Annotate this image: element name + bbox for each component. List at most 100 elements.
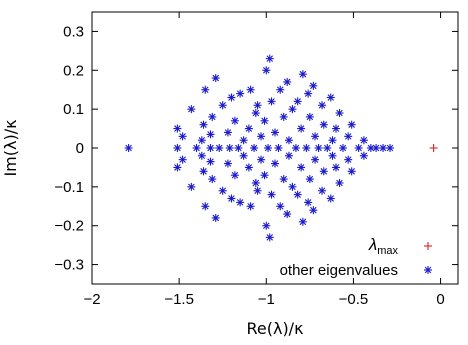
eigenvalue-point xyxy=(173,163,182,172)
legend-label-lambda-max: λmax xyxy=(368,235,399,257)
y-tick-label: −0.1 xyxy=(54,179,84,196)
eigenvalue-point xyxy=(319,167,328,176)
eigenvalue-point xyxy=(236,89,245,98)
eigenvalue-point xyxy=(276,85,285,94)
eigenvalue-point xyxy=(293,97,302,106)
eigenvalue-point xyxy=(271,128,279,137)
eigenvalue-point xyxy=(318,101,327,110)
eigenvalue-point xyxy=(279,112,288,121)
eigenvalue-point xyxy=(211,213,220,222)
eigenvalue-point xyxy=(208,112,217,121)
eigenvalue-point xyxy=(178,132,187,141)
legend-label-other-eigenvalues: other eigenvalues xyxy=(280,262,398,279)
eigenvalue-point xyxy=(199,167,208,176)
eigenvalue-point xyxy=(283,77,292,86)
eigenvalue-point xyxy=(197,151,206,160)
eigenvalue-point xyxy=(386,144,395,152)
eigenvalue-point xyxy=(326,93,335,102)
y-tick-label: −0.2 xyxy=(54,218,84,235)
eigenvalue-point xyxy=(276,202,285,211)
eigenvalue-point xyxy=(271,159,279,168)
eigenvalue-point xyxy=(201,85,210,94)
eigenvalue-point xyxy=(311,132,320,141)
eigenvalue-point xyxy=(335,178,344,187)
eigenvalue-point xyxy=(265,233,274,242)
eigenvalue-point xyxy=(338,144,347,152)
eigenvalue-point xyxy=(251,178,260,187)
eigenvalue-point xyxy=(246,85,255,94)
eigenvalue-point xyxy=(178,155,187,164)
y-tick-label: 0.1 xyxy=(63,101,84,118)
eigenvalue-point xyxy=(326,194,335,203)
x-tick-label: 0 xyxy=(436,291,444,308)
eigenvalue-point xyxy=(314,144,323,152)
eigenvalue-point xyxy=(227,93,236,102)
eigenvalue-point xyxy=(267,190,276,199)
eigenvalue-point xyxy=(309,81,318,90)
eigenvalue-point xyxy=(244,163,253,172)
eigenvalue-point xyxy=(298,70,307,79)
legend-marker-lambda-max xyxy=(424,242,432,250)
eigenvalue-point xyxy=(199,120,208,129)
eigenvalue-point xyxy=(218,101,227,110)
y-tick-label: −0.3 xyxy=(54,257,84,274)
eigenvalue-point xyxy=(304,198,313,207)
y-tick-label: 0 xyxy=(76,140,84,157)
legend-plus-marker xyxy=(424,242,432,250)
eigenvalue-point xyxy=(328,136,337,145)
eigenvalue-point xyxy=(288,182,297,191)
x-tick-label: −1.5 xyxy=(164,291,194,308)
eigenvalue-point xyxy=(335,109,344,118)
eigenvalue-point xyxy=(283,210,292,219)
eigenvalue-point xyxy=(323,144,332,152)
y-axis-label: Im(λ)/κ xyxy=(1,119,20,177)
eigenvalue-point xyxy=(359,136,368,145)
eigenvalue-point xyxy=(284,151,293,160)
eigenvalue-point xyxy=(197,136,206,145)
eigenvalue-point xyxy=(192,144,201,152)
eigenvalue-point xyxy=(297,124,306,133)
y-tick-label: 0.2 xyxy=(63,62,84,79)
eigenvalue-point xyxy=(124,144,133,152)
eigenvalue-point xyxy=(244,124,253,133)
eigenvalue-point xyxy=(230,171,239,180)
eigenvalue-point xyxy=(332,124,340,133)
eigenvalue-point xyxy=(173,144,182,152)
eigenvalue-point xyxy=(379,144,388,152)
eigenvalue-point xyxy=(215,144,224,152)
eigenvalue-point xyxy=(279,175,288,184)
eigenvalue-point xyxy=(372,144,381,152)
eigenvalue-point xyxy=(250,144,259,152)
eigenvalue-point xyxy=(304,89,313,98)
eigenvalue-point xyxy=(227,194,236,203)
eigenvalue-point xyxy=(239,151,248,160)
eigenvalue-point xyxy=(347,167,356,176)
eigenvalue-point xyxy=(201,202,210,211)
data-points xyxy=(124,54,438,242)
eigenvalue-point xyxy=(305,175,314,184)
eigenvalue-point xyxy=(230,116,239,125)
eigenvalue-point xyxy=(262,221,271,230)
eigenvalue-point xyxy=(206,130,215,139)
eigenvalue-point xyxy=(298,217,307,226)
eigenvalue-point xyxy=(267,97,276,106)
eigenvalue-point xyxy=(218,186,227,195)
eigenvalue-point xyxy=(264,144,273,152)
eigenvalue-point xyxy=(257,155,266,164)
eigenvalue-point xyxy=(284,136,293,145)
eigenvalue-point xyxy=(251,109,260,118)
x-axis-label: Re(λ)/κ xyxy=(246,319,304,338)
eigenvalue-point xyxy=(265,54,274,63)
axis-ticks xyxy=(91,12,458,284)
eigenvalue-point xyxy=(347,120,356,129)
eigenvalue-point xyxy=(260,116,269,125)
eigenvalue-point xyxy=(288,105,297,114)
eigenvalue-point xyxy=(173,124,182,133)
eigenvalue-point xyxy=(297,163,306,172)
x-tick-label: −1 xyxy=(258,291,275,308)
eigenvalue-point xyxy=(206,157,215,166)
eigenvalue-point xyxy=(302,144,311,152)
eigenvalue-point xyxy=(309,206,318,215)
legend-marker-other-eigenvalues xyxy=(424,266,432,274)
